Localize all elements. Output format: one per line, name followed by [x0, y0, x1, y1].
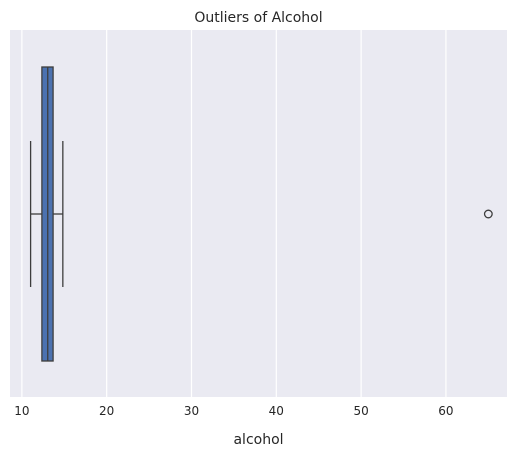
grid-lines [21, 30, 447, 397]
x-tick-labels: 10 20 30 40 50 60 [14, 404, 453, 418]
x-tick-label-60: 60 [438, 404, 453, 418]
x-axis-label: alcohol [233, 432, 283, 448]
x-tick-label-30: 30 [184, 404, 199, 418]
plot-background [10, 30, 507, 397]
chart-title: Outliers of Alcohol [194, 10, 322, 26]
outlier-point [483, 209, 493, 219]
box-group [29, 66, 493, 362]
x-tick-label-10: 10 [14, 404, 29, 418]
x-tick-label-50: 50 [353, 404, 368, 418]
x-tick-label-40: 40 [269, 404, 284, 418]
x-tick-label-20: 20 [99, 404, 114, 418]
